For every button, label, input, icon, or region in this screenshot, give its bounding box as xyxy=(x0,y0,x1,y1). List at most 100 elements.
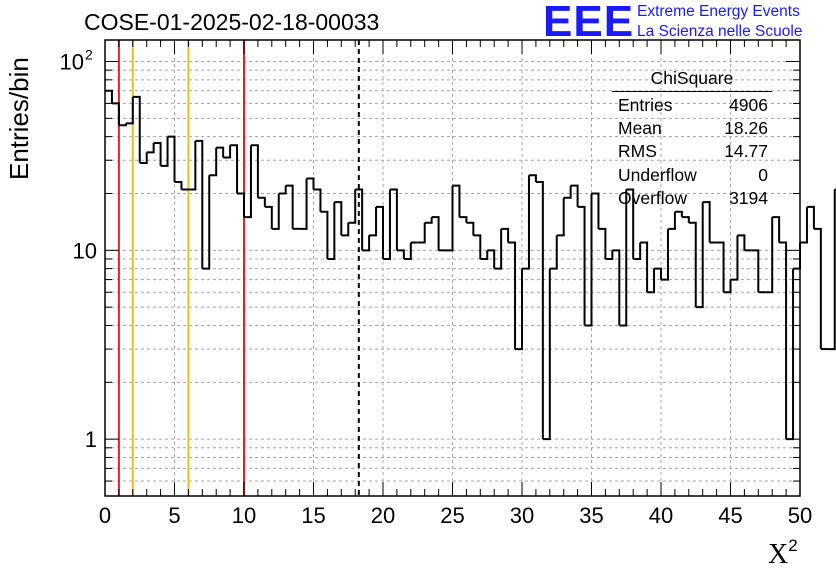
histogram-bin xyxy=(702,201,711,243)
histogram-bin xyxy=(376,205,384,259)
histogram-bin xyxy=(334,201,343,236)
histogram-bin xyxy=(480,250,489,260)
axis-ticks xyxy=(104,40,801,497)
histogram-bin xyxy=(313,188,322,212)
histogram-bin xyxy=(209,147,218,177)
histogram-bin xyxy=(118,123,127,127)
y-tick-label: 1 xyxy=(85,427,97,452)
histogram-bin xyxy=(730,235,739,281)
histogram-bin xyxy=(528,174,537,183)
histogram-bin xyxy=(146,143,155,154)
histogram-bin xyxy=(452,184,461,218)
histogram-bin xyxy=(383,189,391,260)
stats-label: Mean xyxy=(618,118,662,139)
x-axis-label-superscript: 2 xyxy=(788,536,798,555)
histogram-bin xyxy=(535,181,544,440)
histogram-bin xyxy=(674,210,683,218)
histogram-bin xyxy=(320,210,329,259)
histogram-bin xyxy=(355,188,364,251)
y-tick-label-exponent: 2 xyxy=(85,47,93,63)
histogram-bin xyxy=(765,217,774,294)
stats-row: Overflow 3194 xyxy=(612,187,772,210)
histogram-bin xyxy=(188,140,197,191)
histogram-bin xyxy=(139,152,148,165)
histogram-bin xyxy=(681,216,690,223)
histogram-bin xyxy=(556,197,565,237)
histogram-bin xyxy=(271,193,280,230)
histogram-bin xyxy=(306,177,315,190)
histogram-bin xyxy=(132,95,141,164)
histogram-bin xyxy=(216,146,225,158)
histogram-bin xyxy=(417,222,426,244)
histogram-bin xyxy=(230,144,239,194)
histogram-bin xyxy=(403,242,412,260)
histogram-bin xyxy=(786,268,795,441)
stats-label: RMS xyxy=(618,141,657,162)
histogram-bin xyxy=(779,241,788,440)
x-tick-label: 20 xyxy=(371,503,395,528)
histogram-bin xyxy=(688,221,697,308)
histogram-bin xyxy=(223,145,232,159)
histogram-bin xyxy=(806,205,815,229)
histogram-bin xyxy=(445,185,454,252)
histogram xyxy=(105,89,836,441)
histogram-bin xyxy=(813,227,822,350)
x-tick-label: 15 xyxy=(301,503,325,528)
histogram-bin xyxy=(341,222,350,237)
histogram-bin xyxy=(389,188,398,251)
eee-logo: EEE xyxy=(543,0,635,46)
histogram-bin xyxy=(494,228,503,270)
histogram-bin xyxy=(633,242,642,260)
histogram-bin xyxy=(800,206,808,244)
histogram-bin xyxy=(647,268,656,294)
y-tick-label: 10 xyxy=(60,50,84,75)
stats-value: 18.26 xyxy=(724,118,768,139)
stats-value: 4906 xyxy=(729,95,768,115)
x-tick-label: 25 xyxy=(440,503,464,528)
stats-label: Overflow xyxy=(618,187,688,208)
histogram-bin xyxy=(459,216,468,223)
histogram-bin xyxy=(257,196,266,207)
logo-tagline-1: Extreme Energy Events xyxy=(637,3,800,20)
histogram-bin xyxy=(605,250,614,260)
histogram-bin xyxy=(167,135,176,183)
histogram-bin xyxy=(362,235,371,252)
histogram-bin xyxy=(327,202,336,260)
histogram-bin xyxy=(466,221,475,236)
histogram-bin xyxy=(695,202,704,309)
histogram-bin xyxy=(195,139,204,269)
histogram-bin xyxy=(737,234,746,251)
y-axis-label: Entries/bin xyxy=(4,57,34,180)
histogram-bin xyxy=(626,188,635,259)
x-tick-label: 35 xyxy=(579,503,603,528)
grid xyxy=(105,40,800,497)
stats-row: Entries 4906 xyxy=(612,94,772,117)
histogram-bin xyxy=(522,175,530,270)
histogram-bin xyxy=(153,142,162,166)
histogram-bin xyxy=(285,184,294,229)
x-tick-label: 45 xyxy=(718,503,742,528)
histogram-bin xyxy=(640,241,649,293)
histogram-bin xyxy=(473,234,482,259)
histogram-bin xyxy=(125,96,134,125)
histogram-bin xyxy=(598,227,607,259)
x-tick-label: 10 xyxy=(232,503,256,528)
histogram-bin xyxy=(278,185,287,195)
stats-value: 3194 xyxy=(729,187,768,208)
histogram-bin xyxy=(396,249,405,259)
histogram-bin xyxy=(244,145,252,219)
histogram-bin xyxy=(424,217,433,224)
x-tick-label: 0 xyxy=(99,503,111,528)
histogram-bin xyxy=(501,227,510,243)
stats-box: ChiSquare Entries 4906 Mean 18.26 RMS 14.77… xyxy=(612,68,772,210)
chart-title: COSE-01-2025-02-18-00033 xyxy=(84,9,380,35)
histogram-bin xyxy=(299,178,308,230)
histogram-bin xyxy=(431,216,440,251)
x-axis-label-base: X xyxy=(768,539,789,570)
x-axis-label: X2 xyxy=(768,536,798,571)
histogram-bin xyxy=(160,136,169,167)
stats-row: Underflow 0 xyxy=(612,164,772,187)
reference-lines xyxy=(117,40,360,496)
